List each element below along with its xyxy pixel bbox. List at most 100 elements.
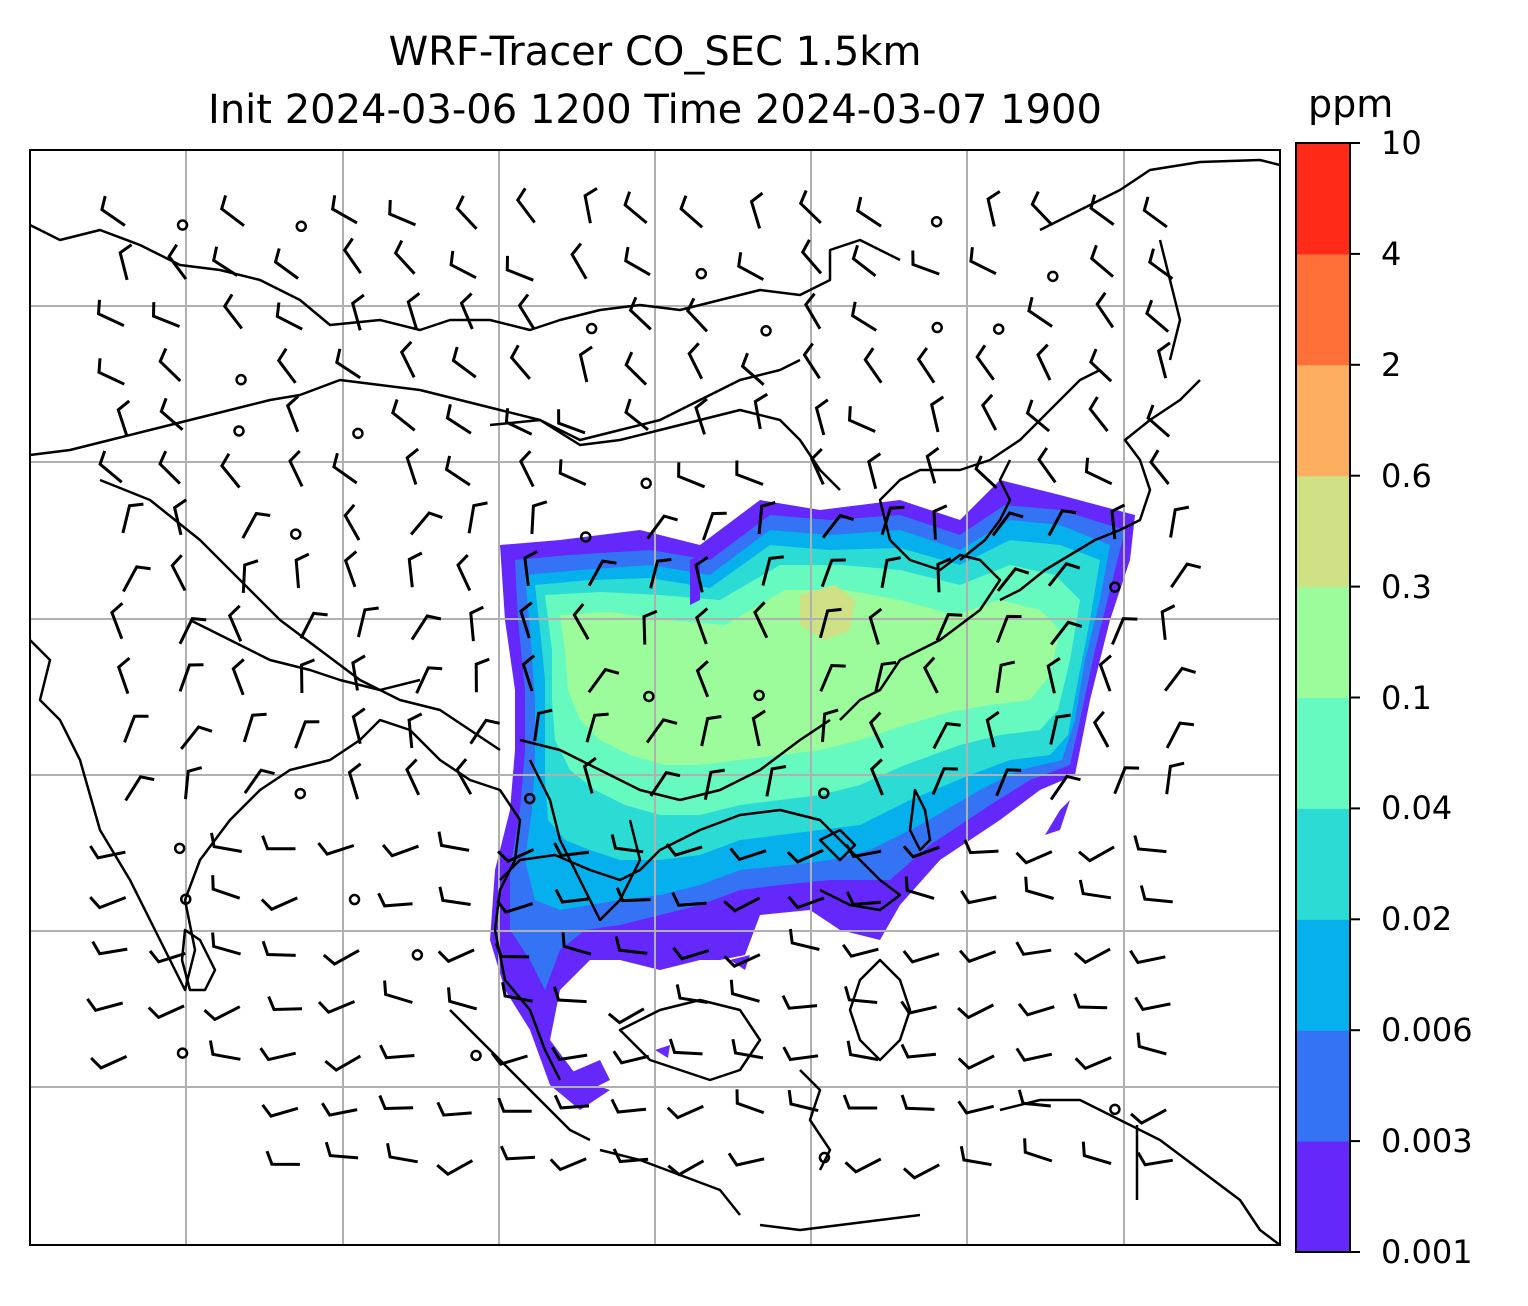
wind-barb-calm [352, 427, 364, 440]
wind-barb [957, 1100, 995, 1115]
wind-barb [902, 845, 940, 859]
wind-barb [553, 842, 590, 858]
wind-barb [388, 199, 417, 227]
wind-barb [350, 293, 365, 331]
wind-barb [991, 511, 1024, 537]
wind-barb [846, 1040, 879, 1062]
coast-lesser-sunda [759, 1213, 921, 1232]
coast-sumatra [449, 1009, 591, 1142]
wind-barb [1113, 766, 1140, 795]
wind-barb [671, 891, 707, 907]
wind-barb [612, 1148, 649, 1164]
wind-barb [731, 1038, 764, 1060]
wind-barb [820, 558, 846, 588]
wind-barb [1139, 885, 1173, 904]
wind-barb [1136, 1151, 1174, 1167]
wind-barb [694, 397, 708, 435]
colorbar-segment [1296, 919, 1350, 1031]
wind-barb [677, 462, 706, 489]
wind-barb [687, 342, 704, 380]
wind-barb [679, 195, 704, 229]
wind-barb [265, 1150, 300, 1166]
wind-barb [672, 946, 710, 961]
colorbar-segment [1296, 808, 1350, 920]
wind-barb [902, 949, 940, 964]
wind-barb [963, 839, 999, 855]
wind-barb [393, 239, 416, 275]
wind-barb [159, 397, 184, 431]
wind-barb [317, 1000, 356, 1014]
wind-barb [842, 1094, 878, 1110]
wind-barb-calm [294, 787, 307, 800]
wind-barb [851, 244, 877, 277]
wind-barb-calm [295, 220, 308, 233]
wind-barb-calm [523, 792, 536, 805]
wind-barb [210, 832, 242, 853]
wind-barb [761, 555, 784, 586]
wind-barb [615, 887, 651, 903]
wind-barb [844, 985, 878, 1004]
wind-barb [379, 1044, 415, 1060]
wind-barb [227, 604, 243, 642]
wind-barb [1145, 299, 1170, 333]
wind-barb-calm [233, 425, 245, 437]
wind-barb [208, 1040, 241, 1061]
colorbar-tick-label: 2 [1381, 345, 1402, 384]
wind-barb [1078, 845, 1115, 863]
border-sea [519, 718, 831, 802]
wind-barb [753, 392, 769, 430]
wind-barb [551, 1046, 588, 1062]
wind-barb [1073, 993, 1108, 1010]
wind-barb [519, 601, 533, 639]
wind-barb [317, 842, 355, 856]
wind-barb [900, 1000, 937, 1015]
wind-barb [410, 614, 442, 641]
wind-barb [1015, 1047, 1053, 1062]
wind-barb [868, 711, 884, 749]
wind-barb-calm [753, 689, 765, 702]
gridlines [30, 150, 1280, 1245]
wind-barb [572, 603, 590, 640]
wind-barb [975, 344, 995, 381]
wind-barb [96, 299, 125, 327]
wind-barb [530, 500, 548, 535]
colorbar-tick-label: 0.006 [1381, 1011, 1473, 1050]
wind-barb [1088, 396, 1109, 433]
wind-barb [383, 980, 413, 1004]
wind-barb [757, 500, 776, 535]
wind-barb [582, 756, 597, 794]
colorbar-segment [1296, 364, 1350, 477]
wind-barb [407, 551, 423, 588]
wind-barb [1089, 244, 1115, 278]
colorbar-segment [1296, 143, 1350, 255]
colorbar [1295, 142, 1360, 1253]
wind-barb [474, 657, 490, 693]
wind-barb [147, 1004, 185, 1020]
wind-barb-calm [176, 219, 189, 231]
coast-philippines [848, 958, 912, 1062]
wind-barb [241, 511, 271, 539]
wind-barb [89, 845, 126, 860]
wind-barb [610, 834, 644, 854]
colorbar-segment [1296, 586, 1350, 698]
wind-barb [386, 1143, 418, 1164]
wind-barb [911, 250, 940, 276]
wind-barb [902, 1163, 940, 1180]
wind-barb [444, 455, 471, 487]
wind-barb [437, 948, 475, 964]
wind-barb [646, 514, 679, 540]
wind-barb-calm [290, 528, 302, 540]
colorbar-tick-label: 0.001 [1381, 1233, 1473, 1271]
wind-barb [494, 942, 530, 959]
wind-barb-calm [992, 323, 1005, 335]
wind-barb [259, 1047, 297, 1062]
wind-barb [347, 762, 362, 800]
wind-barb [405, 447, 420, 485]
colorbar-segment [1296, 1030, 1350, 1142]
wind-barb [798, 189, 822, 224]
wind-barb [391, 399, 416, 432]
wind-barb [509, 344, 531, 380]
wind-barb [695, 660, 710, 698]
wind-barb [729, 847, 767, 862]
